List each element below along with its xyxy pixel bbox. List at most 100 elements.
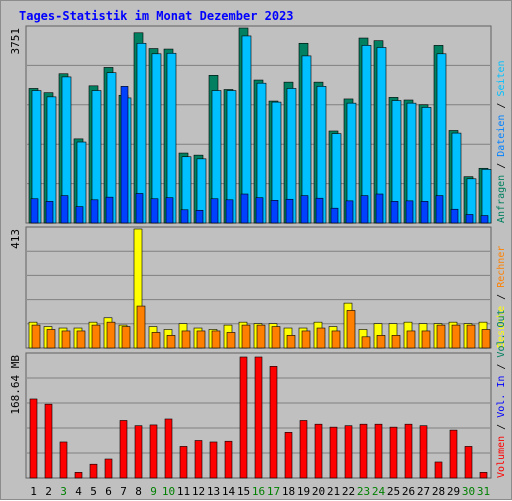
bar-seiten-day-23: [360, 195, 369, 224]
bar-volumen-day-22: [344, 425, 353, 479]
legend-item-anfragen: Anfragen: [496, 175, 507, 223]
bar-volumen-day-30: [464, 446, 473, 479]
bar-seiten-day-5: [90, 199, 99, 224]
bar-seiten-day-30: [465, 214, 474, 224]
axis-max-label-visits: 413: [9, 229, 22, 249]
legend-separator: /: [496, 288, 507, 306]
bar-rechner-day-10: [166, 335, 176, 349]
bar-volumen-day-6: [104, 458, 113, 479]
bar-rechner-day-22: [346, 310, 356, 349]
bar-seiten-day-14: [225, 199, 234, 224]
bar-seiten-day-4: [75, 206, 84, 224]
bar-volumen-day-15: [239, 356, 248, 479]
bar-seiten-day-18: [285, 198, 294, 224]
bar-rechner-day-3: [61, 330, 71, 349]
bar-rechner-day-19: [301, 330, 311, 349]
bar-rechner-day-16: [256, 324, 266, 349]
x-tick-label-day-28: 28: [432, 485, 445, 498]
x-tick-label-day-11: 11: [177, 485, 190, 498]
x-tick-label-day-2: 2: [45, 485, 52, 498]
x-tick-label-day-1: 1: [30, 485, 37, 498]
bar-seiten-day-15: [240, 193, 249, 224]
bar-seiten-day-22: [345, 200, 354, 224]
bar-rechner-day-21: [331, 330, 341, 349]
bar-rechner-day-13: [211, 330, 221, 349]
x-tick-label-day-22: 22: [342, 485, 355, 498]
bar-rechner-day-17: [271, 326, 281, 349]
x-tick-label-day-23: 23: [357, 485, 370, 498]
x-tick-label-day-6: 6: [105, 485, 112, 498]
x-tick-label-day-15: 15: [237, 485, 250, 498]
bar-rechner-day-2: [46, 329, 56, 349]
bar-volumen-day-29: [449, 429, 458, 479]
x-tick-label-day-24: 24: [372, 485, 386, 498]
legend-item-besuche: Besuche: [496, 306, 507, 348]
x-tick-label-day-25: 25: [387, 485, 400, 498]
bar-volumen-day-21: [329, 426, 338, 479]
bar-rechner-day-8: [136, 305, 146, 349]
bar-rechner-day-7: [121, 326, 131, 349]
bar-rechner-day-14: [226, 332, 236, 349]
bar-rechner-day-29: [451, 324, 461, 349]
x-tick-label-day-20: 20: [312, 485, 325, 498]
x-tick-label-day-29: 29: [447, 485, 460, 498]
bar-seiten-day-25: [390, 201, 399, 224]
bar-seiten-day-13: [210, 198, 219, 224]
x-tick-label-day-4: 4: [75, 485, 82, 498]
bar-rechner-day-27: [421, 330, 431, 349]
bar-volumen-day-20: [314, 423, 323, 479]
x-tick-label-day-8: 8: [135, 485, 142, 498]
x-tick-label-day-30: 30: [462, 485, 475, 498]
x-tick-label-day-26: 26: [402, 485, 415, 498]
axis-max-label-hits: 3751: [9, 28, 22, 55]
bar-seiten-day-20: [315, 197, 324, 224]
bar-seiten-day-16: [255, 197, 264, 224]
bar-rechner-day-26: [406, 330, 416, 349]
x-tick-label-day-7: 7: [120, 485, 127, 498]
bar-volumen-day-23: [359, 423, 368, 479]
legend-item-volumen: Volumen: [496, 436, 507, 478]
bar-seiten-day-28: [435, 195, 444, 224]
bar-rechner-day-24: [376, 335, 386, 349]
bar-rechner-day-30: [466, 324, 476, 349]
bar-volumen-day-14: [224, 440, 233, 479]
bar-seiten-day-3: [60, 195, 69, 224]
bar-volumen-day-27: [419, 425, 428, 479]
legend-separator: /: [496, 418, 507, 436]
bar-rechner-day-6: [106, 321, 116, 349]
bar-dateien-day-9: [151, 53, 162, 224]
bar-seiten-day-9: [150, 198, 159, 224]
legend-item-vol-in: Vol. In: [496, 376, 507, 418]
legend-item-vol-out: Vol. Out: [496, 309, 507, 357]
bar-volumen-day-10: [164, 418, 173, 479]
x-tick-label-day-12: 12: [192, 485, 205, 498]
bar-volumen-day-2: [44, 403, 53, 479]
bar-rechner-day-23: [361, 336, 371, 349]
bar-rechner-day-9: [151, 332, 161, 349]
bar-volumen-day-25: [389, 426, 398, 479]
bar-rechner-day-11: [181, 330, 191, 349]
bar-rechner-day-20: [316, 327, 326, 349]
bar-rechner-day-25: [391, 335, 401, 349]
bar-seiten-day-24: [375, 193, 384, 224]
bar-rechner-day-12: [196, 330, 206, 349]
bar-rechner-day-15: [241, 324, 251, 349]
x-tick-label-day-21: 21: [327, 485, 340, 498]
bar-seiten-day-17: [270, 200, 279, 224]
bar-volumen-day-11: [179, 446, 188, 479]
x-tick-label-day-13: 13: [207, 485, 220, 498]
legend-volume: Volumen / Vol. In / Vol. Out: [496, 309, 507, 478]
legend-item-seiten: Seiten: [496, 60, 507, 96]
x-tick-label-day-18: 18: [282, 485, 295, 498]
legend-hits: Anfragen / Dateien / Seiten: [496, 60, 507, 223]
bar-seiten-day-8: [135, 193, 144, 224]
axis-max-label-volume: 168.64 MB: [9, 355, 22, 415]
x-tick-label-day-31: 31: [477, 485, 490, 498]
x-tick-label-day-10: 10: [162, 485, 175, 498]
bar-volumen-day-7: [119, 420, 128, 479]
x-tick-label-day-9: 9: [150, 485, 157, 498]
x-tick-label-day-17: 17: [267, 485, 280, 498]
bar-volumen-day-12: [194, 440, 203, 479]
